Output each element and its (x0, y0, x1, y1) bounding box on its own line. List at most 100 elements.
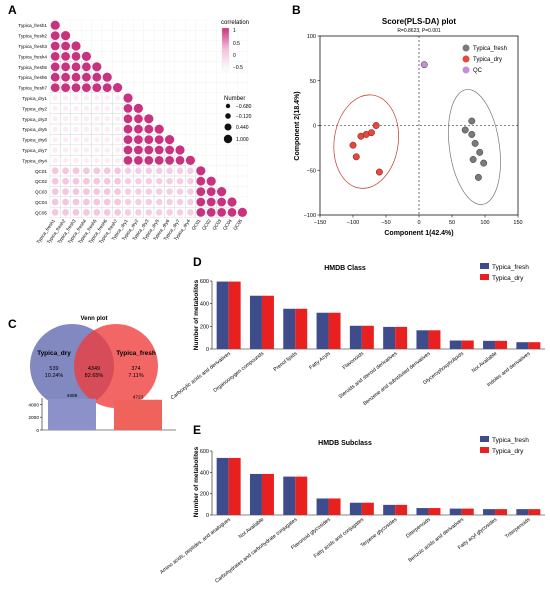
heatmap-cell-border (205, 144, 217, 156)
heatmap-row-label: QC04 (35, 200, 47, 205)
subclass-bar-chart: 0 200 400 600 Amino acids, peptides, and ana… (159, 449, 545, 585)
heatmap-cell-border (143, 30, 155, 41)
scatter-y-tick-label: −100 (304, 213, 316, 219)
class-chart-ylabel: Number of metabolites (193, 279, 200, 350)
fresh-point (468, 131, 476, 138)
heatmap-dot (123, 135, 133, 145)
number-legend-value-4: 1.000 (236, 137, 249, 143)
bar-category-label: Not Available (471, 351, 499, 374)
heatmap-cell-border (174, 51, 186, 62)
heatmap-dot (93, 209, 101, 216)
heatmap-dot (206, 197, 216, 207)
heatmap-cell-border (143, 61, 155, 73)
heatmap-dot (145, 167, 153, 175)
bar-category-label: Steroids and steroid derivatives (338, 351, 399, 401)
heatmap-cell-border (205, 61, 217, 73)
heatmap-cell-border (195, 61, 207, 73)
heatmap-dot (51, 209, 59, 216)
heatmap-dot (176, 167, 184, 175)
dry-bar (395, 504, 408, 515)
dry-bar (228, 457, 241, 515)
heatmap-dot (104, 147, 110, 153)
heatmap-dot (144, 135, 154, 145)
heatmap-dot (115, 126, 121, 132)
heatmap-cell-border (205, 92, 217, 104)
heatmap-cell-border (216, 71, 227, 83)
bar-category-label: Amino acids, peptides, and analogues (159, 517, 232, 576)
bar-category-label: Triterpenoids (504, 517, 532, 540)
heatmap-dot (61, 62, 70, 72)
plsda-title: Score(PLS-DA) plot (382, 17, 457, 26)
heatmap-cell-border (174, 61, 186, 73)
heatmap-dot (73, 147, 79, 153)
heatmap-dot (145, 209, 153, 216)
heatmap-dot (166, 177, 173, 185)
fresh-bar (416, 330, 429, 349)
class-legend: Typica_fresh Typica_dry (480, 263, 529, 282)
heatmap-cell-border (205, 134, 217, 145)
heatmap-cell-border (143, 71, 155, 83)
corr-tick-2: 0.5 (233, 41, 240, 47)
heatmap-dot (124, 177, 132, 185)
heatmap-cell-border (237, 186, 248, 197)
heatmap-cell-border (153, 82, 165, 93)
heatmap-dot (187, 188, 194, 195)
heatmap-cell-border (164, 113, 175, 125)
heatmap-cell-border (226, 82, 238, 93)
heatmap-cell-border (143, 19, 155, 31)
panel-label-e: E (193, 423, 201, 437)
heatmap-dot (51, 198, 59, 206)
dry-bar (428, 330, 441, 349)
heatmap-dot (61, 83, 70, 92)
legend-dot-qc (462, 66, 470, 74)
heatmap-dot (115, 157, 121, 163)
venn-dry-only-pct: 10.24% (45, 373, 64, 379)
heatmap-dot (135, 167, 142, 175)
dry-bar (461, 508, 474, 515)
heatmap-dot (92, 62, 102, 72)
scatter-x-tick-label: −50 (381, 220, 390, 226)
dry-point (352, 153, 360, 161)
dry-point (372, 122, 380, 129)
venn-total-bar-label: 4723 (133, 394, 144, 400)
heatmap-cell-border (195, 144, 207, 156)
heatmap-dot (83, 157, 89, 163)
heatmap-dot (83, 116, 89, 122)
heatmap-dot (50, 41, 60, 51)
heatmap-dot (145, 198, 153, 206)
heatmap-row-label: Typica_fresh6 (18, 75, 47, 80)
heatmap-cell-border (164, 19, 175, 31)
heatmap-cell-border (226, 71, 238, 83)
heatmap-cell-border (195, 19, 207, 31)
bar-y-tick-label: 600 (200, 279, 209, 285)
dry-bar (295, 308, 308, 349)
heatmap-cell-border (101, 51, 113, 62)
heatmap-dot (50, 62, 60, 72)
heatmap-dot (144, 156, 154, 165)
heatmap-dot (63, 157, 69, 163)
heatmap-cell-border (101, 19, 113, 31)
heatmap-dot (166, 198, 173, 206)
heatmap-dot (115, 137, 121, 143)
fresh-bar (449, 508, 462, 515)
heatmap-cell-border (174, 71, 186, 83)
heatmap-dot (114, 209, 121, 216)
heatmap-dot (123, 124, 133, 134)
heatmap-cell-border (143, 92, 155, 104)
heatmap-dot (115, 116, 121, 122)
heatmap-cell-border (185, 40, 196, 52)
heatmap-cell-border (205, 113, 217, 125)
dry-bar (228, 281, 241, 349)
dry-bar (261, 295, 274, 349)
heatmap-cell-border (216, 155, 227, 166)
heatmap-cell-border (122, 71, 134, 83)
heatmap-cell-border (174, 40, 186, 52)
heatmap-dot (71, 52, 81, 61)
heatmap-cell-border (195, 71, 207, 83)
heatmap-dot (134, 145, 143, 155)
heatmap-cell-border (185, 134, 196, 145)
heatmap-cell-border (164, 103, 175, 114)
heatmap-dot (124, 188, 132, 195)
heatmap-cell-border (205, 19, 217, 31)
heatmap-dot (196, 197, 206, 207)
